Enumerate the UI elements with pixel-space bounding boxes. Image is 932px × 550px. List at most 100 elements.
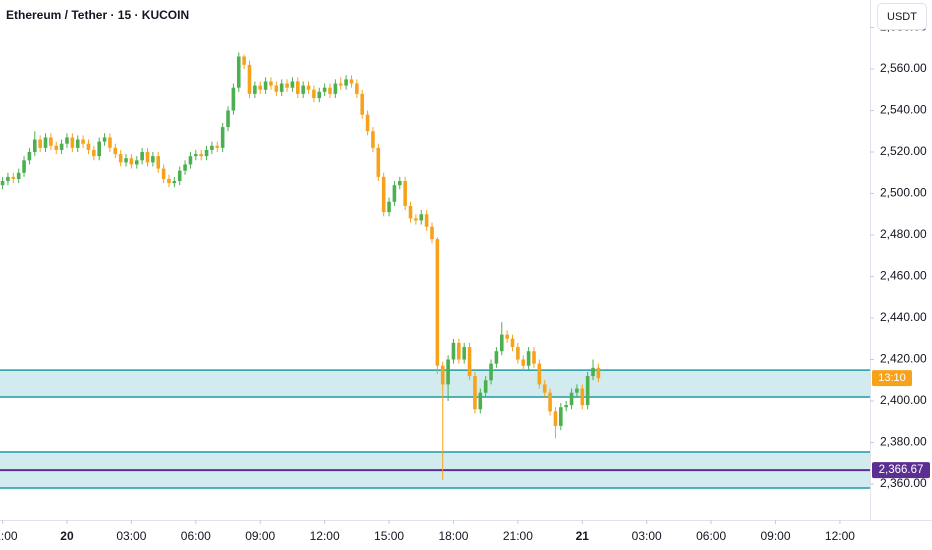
candle-body: [86, 143, 91, 150]
candle-body: [210, 145, 214, 150]
candle-body: [22, 160, 26, 173]
candle-body: [32, 139, 37, 152]
candle-body: [242, 56, 246, 65]
candle-body: [183, 164, 187, 171]
candle-body: [322, 87, 327, 92]
currency-button-label[interactable]: USDT: [887, 11, 917, 23]
candle-body: [462, 347, 467, 360]
x-tick-label: 06:00: [696, 529, 726, 543]
candle-body: [360, 93, 365, 115]
y-tick-label: 2,480.00: [880, 227, 927, 241]
price-line-box: [872, 462, 930, 479]
candle-body: [151, 156, 155, 163]
candle-body: [333, 83, 338, 94]
candle-body: [317, 91, 322, 99]
x-tick-label: 20: [60, 529, 74, 543]
candle-body: [392, 185, 397, 202]
candle-body: [38, 139, 42, 148]
candle-body: [253, 85, 257, 94]
x-tick-label: 18:00: [438, 529, 468, 543]
candle-body: [419, 214, 424, 221]
y-tick-label: 2,380.00: [880, 435, 927, 449]
candle-body: [290, 81, 295, 88]
candle-body: [102, 137, 107, 142]
candle-body: [349, 79, 354, 84]
x-tick-label: 21:00: [0, 529, 18, 543]
x-tick-label: 03:00: [632, 529, 662, 543]
y-tick-label: 2,520.00: [880, 144, 927, 158]
candle-body: [478, 392, 483, 410]
candle-body: [424, 214, 429, 227]
candle-body: [263, 81, 268, 90]
candle-body: [279, 83, 284, 92]
candle-body: [408, 205, 413, 219]
candle-body: [526, 351, 531, 366]
candle-body: [559, 407, 563, 426]
candle-body: [494, 351, 499, 364]
candle-body: [188, 156, 193, 165]
candle-body: [371, 131, 375, 148]
candle-body: [49, 137, 53, 146]
candle-body: [301, 85, 305, 94]
candle-body: [0, 181, 5, 186]
candle-body: [403, 181, 407, 206]
candle-body: [75, 139, 80, 148]
candle-body: [564, 405, 568, 408]
candle-body: [108, 137, 112, 148]
x-tick-label: 06:00: [181, 529, 211, 543]
candle-body: [145, 151, 150, 163]
candle-body: [569, 392, 574, 406]
x-tick-label: 09:00: [761, 529, 791, 543]
y-tick-label: 2,500.00: [880, 186, 927, 200]
candle-body: [204, 149, 209, 157]
candle-body: [312, 89, 316, 99]
candle-body: [397, 181, 402, 186]
candle-body: [306, 85, 311, 90]
candle-body: [134, 160, 139, 165]
candle-body: [113, 147, 118, 155]
candle-body: [489, 363, 493, 381]
candle-body: [296, 81, 300, 94]
candle-body: [156, 156, 161, 169]
x-tick-label: 21: [576, 529, 590, 543]
candle-body: [215, 145, 220, 148]
x-tick-label: 12:00: [825, 529, 855, 543]
candle-body: [537, 363, 542, 385]
candle-body: [591, 367, 595, 377]
candle-body: [365, 114, 370, 132]
y-tick-label: 2,360.00: [880, 476, 927, 490]
candle-body: [161, 168, 166, 179]
y-tick-label: 2,540.00: [880, 103, 927, 117]
candle-body: [451, 342, 456, 360]
x-tick-label: 09:00: [245, 529, 275, 543]
x-tick-label: 15:00: [374, 529, 404, 543]
candle-body: [457, 342, 461, 360]
chart-title: Ethereum / Tether · 15 · KUCOIN: [6, 8, 189, 22]
candle-body: [97, 141, 101, 157]
candle-body: [231, 87, 236, 111]
candle-body: [499, 334, 504, 352]
candle-body: [92, 149, 96, 157]
candle-body: [16, 172, 21, 179]
y-tick-label: 2,440.00: [880, 310, 927, 324]
candle-body: [473, 376, 477, 410]
candle-body: [440, 365, 445, 385]
axes: 2,360.00 2,380.00 2,400.00 2,420.00 2,440.00…: [0, 20, 930, 543]
candle-body: [430, 226, 434, 240]
candle-body: [414, 218, 418, 221]
candle-body: [344, 79, 348, 86]
candle-body: [118, 154, 123, 163]
countdown-box: [872, 370, 912, 387]
candle-body: [596, 367, 601, 379]
candle-body: [220, 127, 225, 148]
candle-body: [328, 87, 332, 94]
y-tick-label: 2,420.00: [880, 352, 927, 366]
price-line-label: 2,366.67: [879, 464, 924, 476]
candle-body: [65, 137, 69, 144]
plot-area: [0, 52, 870, 489]
candle-body: [553, 411, 558, 426]
currency-button[interactable]: [877, 3, 927, 30]
candle-body: [59, 143, 64, 150]
